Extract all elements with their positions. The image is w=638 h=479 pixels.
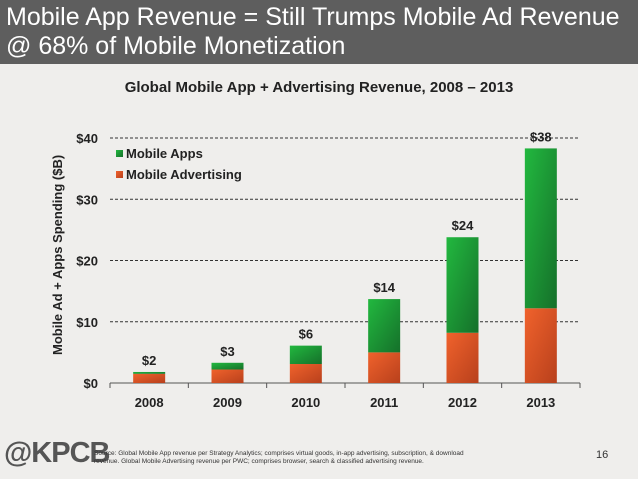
bar-mobile-advertising bbox=[289, 364, 322, 383]
y-tick-label: $0 bbox=[84, 376, 98, 391]
data-label: $6 bbox=[299, 327, 313, 342]
bar-mobile-advertising bbox=[133, 373, 166, 383]
data-label: $2 bbox=[142, 353, 156, 368]
legend-swatch bbox=[116, 150, 123, 157]
y-tick-label: $40 bbox=[76, 131, 98, 146]
bar-mobile-advertising bbox=[446, 332, 479, 383]
x-tick-label: 2010 bbox=[291, 395, 320, 410]
slide-subtitle: @ 68% of Mobile Monetization bbox=[6, 32, 346, 60]
data-label: $3 bbox=[220, 344, 234, 359]
data-label: $38 bbox=[530, 129, 552, 144]
x-tick-label: 2012 bbox=[448, 395, 477, 410]
page-number: 16 bbox=[596, 449, 609, 461]
bar-mobile-apps bbox=[211, 362, 244, 370]
bar-mobile-advertising bbox=[368, 352, 401, 383]
slide-title: Mobile App Revenue = Still Trumps Mobile… bbox=[6, 3, 620, 31]
bar-mobile-advertising bbox=[524, 308, 557, 383]
data-label: $24 bbox=[452, 218, 474, 233]
y-tick-label: $10 bbox=[76, 315, 98, 330]
source-note: Source: Global Mobile App revenue per St… bbox=[94, 450, 464, 465]
bar-mobile-apps bbox=[368, 299, 401, 353]
legend-swatch bbox=[116, 171, 123, 178]
x-tick-label: 2009 bbox=[213, 395, 242, 410]
data-label: $14 bbox=[373, 280, 395, 295]
y-tick-label: $20 bbox=[76, 254, 98, 269]
chart: $0 $10 $20 $30 $40 $2 2008 $3 2009 $6 2010 $14 2011 $… bbox=[76, 129, 581, 410]
slide-header: Mobile App Revenue = Still Trumps Mobile… bbox=[0, 0, 638, 64]
x-tick-label: 2013 bbox=[526, 395, 555, 410]
bar-mobile-advertising bbox=[211, 369, 244, 383]
bar-mobile-apps bbox=[524, 148, 557, 309]
y-tick-label: $30 bbox=[76, 192, 98, 207]
bar-mobile-apps bbox=[446, 237, 479, 333]
bar-mobile-apps bbox=[133, 371, 166, 374]
legend-label: Mobile Apps bbox=[126, 146, 203, 161]
x-tick-label: 2011 bbox=[370, 395, 398, 410]
bar-mobile-apps bbox=[289, 345, 322, 365]
kpcb-logo: @KPCB bbox=[4, 437, 110, 469]
x-tick-label: 2008 bbox=[135, 395, 164, 410]
legend-label: Mobile Advertising bbox=[126, 167, 242, 182]
chart-title: Global Mobile App + Advertising Revenue,… bbox=[124, 79, 514, 96]
